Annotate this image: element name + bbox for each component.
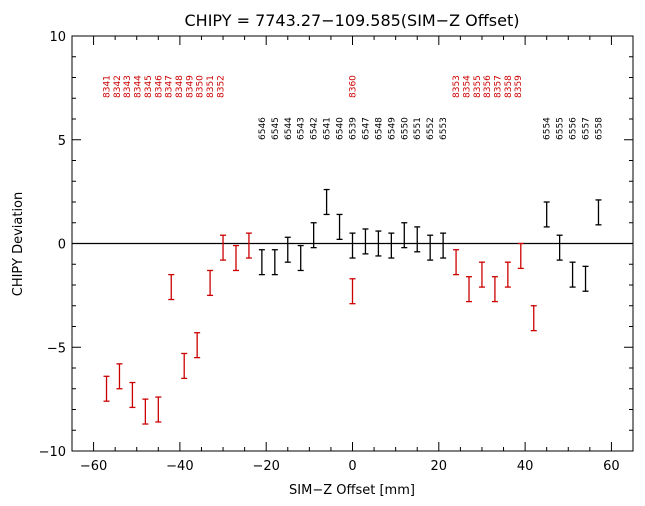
run-label: 6558 xyxy=(594,117,604,140)
run-label: 8347 xyxy=(165,75,175,98)
y-tick-label: −10 xyxy=(39,445,66,460)
run-label: 6548 xyxy=(374,117,384,140)
x-axis-label: SIM−Z Offset [mm] xyxy=(289,483,415,498)
run-label: 8353 xyxy=(452,75,462,98)
run-label: 6543 xyxy=(297,117,307,140)
run-label: 8357 xyxy=(493,75,503,98)
run-label: 8343 xyxy=(123,75,133,98)
run-label: 8346 xyxy=(154,75,164,98)
run-label: 6546 xyxy=(258,117,268,140)
run-label: 6557 xyxy=(582,117,592,140)
run-label: 6545 xyxy=(271,117,281,140)
run-label: 8349 xyxy=(185,75,195,98)
run-label: 8350 xyxy=(196,75,206,98)
run-label: 8345 xyxy=(144,75,154,98)
run-label: 8341 xyxy=(103,75,113,98)
run-label: 6553 xyxy=(439,117,449,140)
run-label: 6549 xyxy=(387,117,397,140)
run-label: 8359 xyxy=(514,75,524,98)
run-label: 6542 xyxy=(310,117,320,140)
run-label: 8344 xyxy=(134,75,144,98)
run-label: 8360 xyxy=(349,75,359,98)
x-tick-label: −20 xyxy=(252,459,279,474)
x-tick-label: −60 xyxy=(80,459,107,474)
run-label: 8351 xyxy=(206,75,216,98)
run-label: 6551 xyxy=(413,117,423,140)
x-tick-label: 0 xyxy=(348,459,356,474)
run-label: 8352 xyxy=(216,75,226,98)
y-tick-label: 5 xyxy=(58,134,66,149)
x-tick-label: 20 xyxy=(431,459,448,474)
x-tick-label: 40 xyxy=(517,459,534,474)
run-label: 6550 xyxy=(400,117,410,140)
x-tick-label: −40 xyxy=(166,459,193,474)
y-tick-label: 0 xyxy=(58,238,66,253)
run-label: 6539 xyxy=(349,117,359,140)
run-label: 6547 xyxy=(361,117,371,140)
run-label: 6540 xyxy=(336,117,346,140)
run-label: 6554 xyxy=(543,117,553,140)
x-tick-label: 60 xyxy=(603,459,620,474)
run-label: 6556 xyxy=(569,117,579,140)
run-label: 6552 xyxy=(426,117,436,140)
chart-title: CHIPY = 7743.27−109.585(SIM−Z Offset) xyxy=(185,11,520,30)
run-label: 8348 xyxy=(175,75,185,98)
run-label: 6541 xyxy=(323,117,333,140)
y-tick-label: 10 xyxy=(49,30,66,45)
run-label: 8356 xyxy=(483,75,493,98)
y-axis-label: CHIPY Deviation xyxy=(11,192,26,297)
y-tick-label: −5 xyxy=(47,341,66,356)
run-label: 8342 xyxy=(113,75,123,98)
run-label: 6555 xyxy=(556,117,566,140)
run-label: 8354 xyxy=(462,75,472,98)
run-label: 8358 xyxy=(504,75,514,98)
run-label: 8355 xyxy=(473,75,483,98)
run-label: 6544 xyxy=(284,117,294,140)
